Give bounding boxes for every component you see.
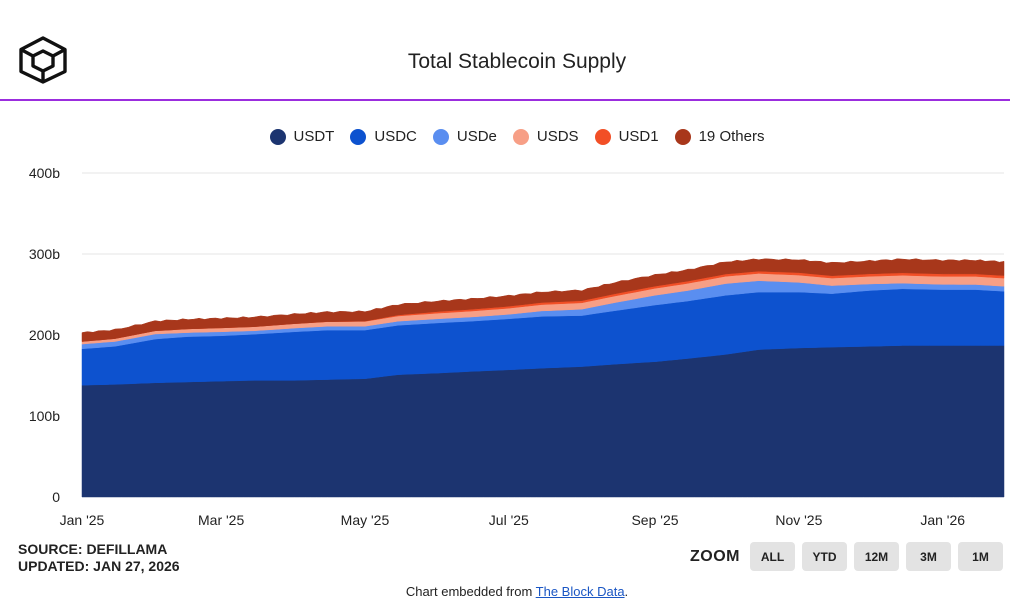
x-tick-label: Mar '25 [198, 512, 244, 528]
y-tick-label: 400b [29, 165, 60, 181]
area-series-19-others [81, 258, 1005, 342]
legend-swatch [432, 128, 449, 145]
updated-text: UPDATED: JAN 27, 2026 [18, 558, 180, 574]
zoom-controls: ZOOM ALL YTD 12M 3M 1M [690, 542, 1003, 571]
y-tick-label: 0 [52, 489, 60, 505]
zoom-1m-button[interactable]: 1M [958, 542, 1003, 571]
legend-item-usde[interactable]: USDe [432, 128, 497, 145]
embed-prefix: Chart embedded from [405, 584, 536, 599]
legend-item-usd1[interactable]: USD1 [594, 128, 659, 145]
x-tick-label: Jan '25 [60, 512, 105, 528]
legend-label: USDT [293, 128, 335, 145]
y-tick-label: 100b [29, 408, 60, 424]
the-block-data-link[interactable]: The Block Data [535, 584, 625, 599]
source-text: SOURCE: DEFILLAMA [18, 541, 168, 557]
legend-swatch [269, 128, 286, 145]
embed-suffix: . [624, 584, 629, 599]
legend-label: 19 Others [698, 128, 765, 145]
legend-item-usdt[interactable]: USDT [269, 128, 335, 145]
source-note: SOURCE: DEFILLAMA UPDATED: JAN 27, 2026 [18, 541, 180, 575]
legend-label: USDC [374, 128, 417, 145]
zoom-label: ZOOM [690, 547, 740, 565]
x-tick-label: Jul '25 [489, 512, 529, 528]
legend-item-usdc[interactable]: USDC [350, 128, 417, 145]
zoom-all-button[interactable]: ALL [750, 542, 795, 571]
zoom-3m-button[interactable]: 3M [906, 542, 951, 571]
legend-swatch [512, 128, 529, 145]
stacked-area-chart: 0 100b 200b 300b 400b Jan '25 Mar '25 May '25 Ju… [29, 165, 1005, 528]
zoom-ytd-button[interactable]: YTD [802, 542, 847, 571]
x-tick-label: Jan '26 [920, 512, 965, 528]
chart-header: Total Stablecoin Supply [0, 0, 1010, 101]
chart-title: Total Stablecoin Supply [407, 50, 627, 73]
legend-label: USDe [456, 128, 497, 145]
y-tick-label: 200b [29, 327, 60, 343]
legend-item-usds[interactable]: USDS [512, 128, 579, 145]
embed-note: Chart embedded from The Block Data. [0, 584, 1024, 599]
legend-label: USDS [536, 128, 579, 145]
x-tick-label: Nov '25 [775, 512, 822, 528]
x-tick-label: May '25 [341, 512, 390, 528]
legend-item-others[interactable]: 19 Others [674, 128, 765, 145]
zoom-12m-button[interactable]: 12M [854, 542, 899, 571]
x-tick-label: Sep '25 [631, 512, 678, 528]
legend-label: USD1 [618, 128, 659, 145]
legend-swatch [594, 128, 611, 145]
legend-swatch [674, 128, 691, 145]
y-tick-label: 300b [29, 246, 60, 262]
chart-legend: USDT USDC USDe USDS USD1 19 Others [0, 128, 1024, 145]
the-block-cube-logo [19, 36, 67, 84]
legend-swatch [350, 128, 367, 145]
